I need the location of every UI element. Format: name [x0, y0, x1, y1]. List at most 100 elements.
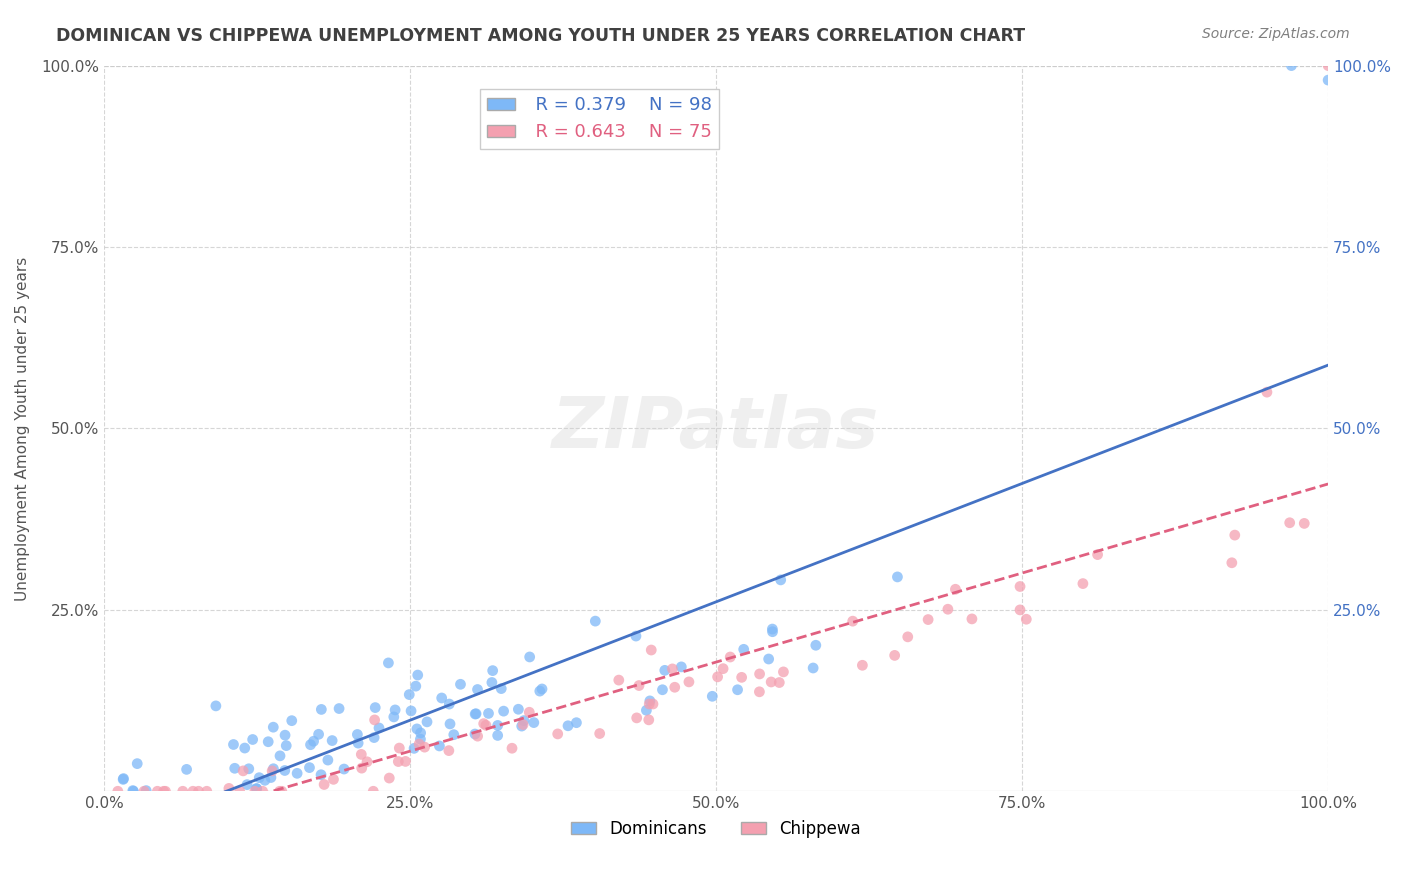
- Point: [378, 771, 401, 785]
- Point: [529, 684, 551, 698]
- Point: [269, 748, 291, 763]
- Point: [510, 719, 533, 733]
- Point: [1008, 603, 1031, 617]
- Point: [1008, 580, 1031, 594]
- Point: [1281, 59, 1303, 73]
- Point: [132, 784, 155, 798]
- Point: [945, 582, 967, 597]
- Point: [481, 664, 503, 678]
- Point: [443, 728, 465, 742]
- Point: [1278, 516, 1301, 530]
- Point: [508, 702, 530, 716]
- Point: [368, 721, 391, 735]
- Point: [730, 670, 752, 684]
- Point: [377, 656, 399, 670]
- Point: [409, 732, 432, 747]
- Point: [347, 736, 370, 750]
- Point: [356, 755, 378, 769]
- Point: [513, 714, 536, 728]
- Point: [257, 735, 280, 749]
- Point: [382, 710, 405, 724]
- Point: [678, 674, 700, 689]
- Point: [274, 764, 297, 778]
- Point: [523, 715, 546, 730]
- Point: [363, 731, 385, 745]
- Point: [718, 650, 741, 665]
- Point: [936, 602, 959, 616]
- Point: [394, 755, 416, 769]
- Point: [638, 697, 661, 711]
- Point: [557, 719, 579, 733]
- Point: [262, 720, 284, 734]
- Point: [247, 771, 270, 785]
- Point: [364, 700, 387, 714]
- Point: [260, 771, 283, 785]
- Point: [1071, 576, 1094, 591]
- Point: [333, 762, 356, 776]
- Point: [1294, 516, 1316, 531]
- Point: [172, 784, 194, 798]
- Point: [450, 677, 472, 691]
- Point: [772, 665, 794, 679]
- Point: [242, 732, 264, 747]
- Point: [702, 690, 724, 704]
- Point: [205, 698, 228, 713]
- Point: [285, 766, 308, 780]
- Point: [439, 697, 461, 711]
- Point: [274, 728, 297, 742]
- Point: [733, 642, 755, 657]
- Point: [350, 747, 373, 762]
- Point: [624, 629, 647, 643]
- Point: [405, 679, 427, 693]
- Point: [565, 715, 588, 730]
- Point: [276, 739, 298, 753]
- Point: [413, 740, 436, 755]
- Point: [322, 772, 344, 787]
- Point: [245, 781, 267, 796]
- Point: [233, 741, 256, 756]
- Point: [486, 728, 509, 742]
- Point: [398, 688, 420, 702]
- Point: [387, 755, 409, 769]
- Point: [759, 675, 782, 690]
- Point: [475, 718, 498, 732]
- Point: [406, 722, 429, 736]
- Point: [218, 781, 240, 796]
- Point: [350, 761, 373, 775]
- Point: [727, 682, 749, 697]
- Point: [640, 643, 662, 657]
- Point: [1256, 385, 1278, 400]
- Point: [841, 614, 863, 628]
- Point: [228, 784, 250, 798]
- Point: [346, 727, 368, 741]
- Point: [664, 680, 686, 694]
- Point: [281, 714, 304, 728]
- Point: [122, 784, 145, 798]
- Point: [547, 727, 569, 741]
- Point: [654, 664, 676, 678]
- Point: [107, 784, 129, 798]
- Point: [651, 682, 673, 697]
- Point: [1015, 612, 1038, 626]
- Point: [467, 729, 489, 743]
- Point: [748, 667, 770, 681]
- Point: [269, 784, 291, 798]
- Point: [761, 622, 783, 636]
- Point: [146, 784, 169, 798]
- Point: [127, 756, 149, 771]
- Point: [883, 648, 905, 663]
- Point: [252, 784, 274, 798]
- Point: [399, 704, 422, 718]
- Point: [222, 738, 245, 752]
- Point: [262, 762, 284, 776]
- Point: [224, 761, 246, 775]
- Point: [464, 706, 486, 721]
- Point: [408, 737, 430, 751]
- Point: [299, 738, 322, 752]
- Point: [501, 741, 523, 756]
- Point: [384, 703, 406, 717]
- Text: DOMINICAN VS CHIPPEWA UNEMPLOYMENT AMONG YOUTH UNDER 25 YEARS CORRELATION CHART: DOMINICAN VS CHIPPEWA UNEMPLOYMENT AMONG…: [56, 27, 1025, 45]
- Point: [311, 702, 333, 716]
- Point: [758, 652, 780, 666]
- Point: [960, 612, 983, 626]
